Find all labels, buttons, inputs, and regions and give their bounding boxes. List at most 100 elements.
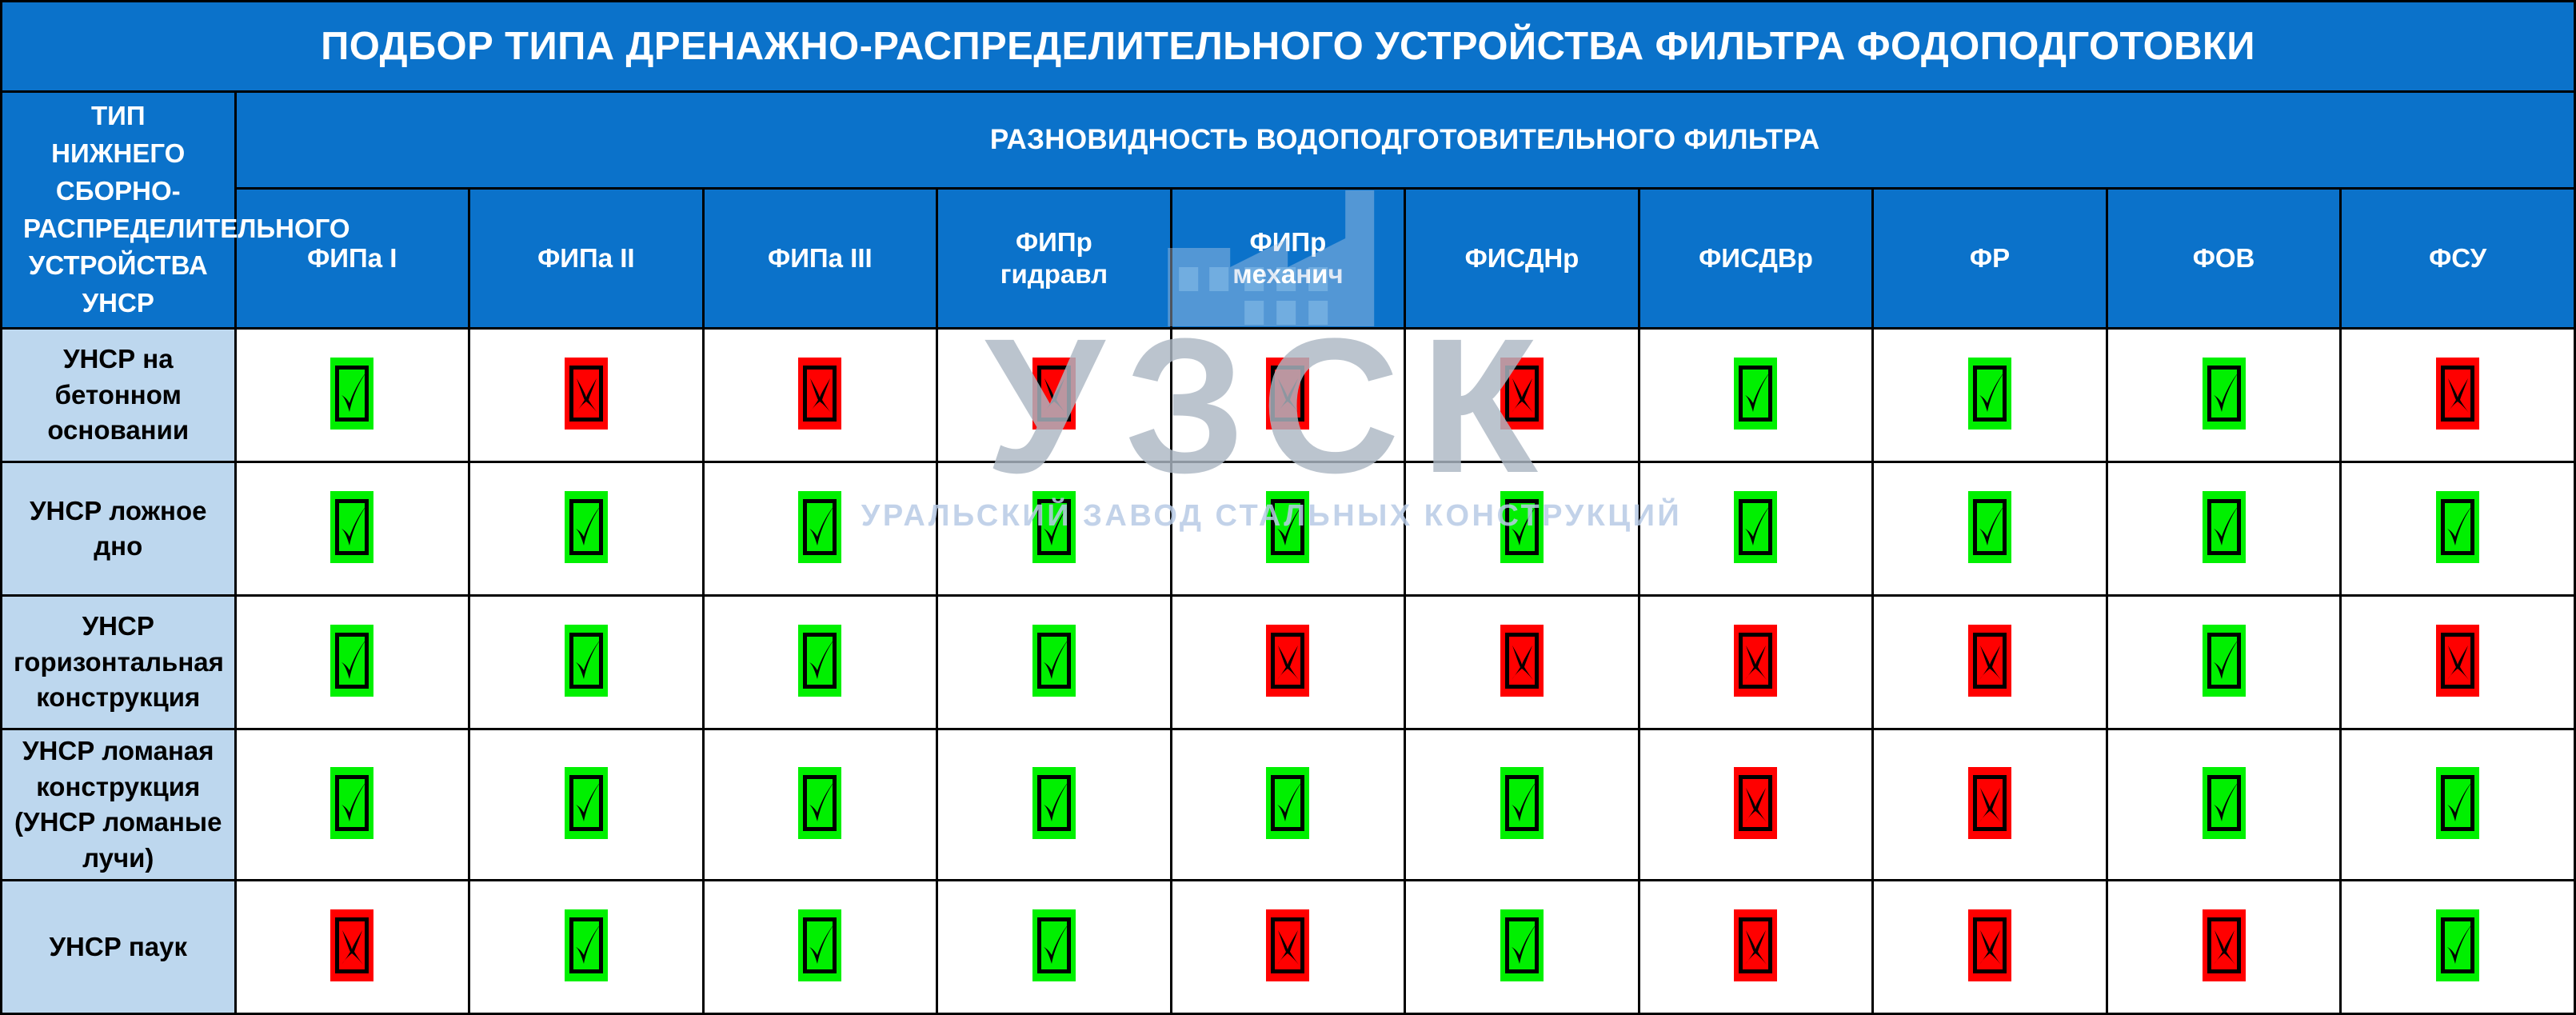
matrix-cell-r4-c5[interactable] bbox=[1169, 728, 1407, 882]
matrix-cell-r1-c1[interactable] bbox=[234, 327, 471, 464]
mark-glyph bbox=[1979, 645, 2002, 680]
matrix-cell-r5-c8[interactable] bbox=[1871, 879, 2108, 1015]
checkmark-icon bbox=[1266, 490, 1310, 563]
matrix-cell-r1-c3[interactable] bbox=[701, 327, 939, 464]
mark-box bbox=[1739, 498, 1773, 555]
mark-box bbox=[803, 917, 837, 973]
mark-glyph bbox=[2213, 370, 2239, 412]
mark-glyph bbox=[1043, 637, 1069, 679]
mark-box bbox=[2207, 632, 2241, 689]
matrix-cell-r5-c6[interactable] bbox=[1404, 879, 1640, 1015]
matrix-cell-r2-c6[interactable] bbox=[1404, 461, 1640, 597]
mark-glyph bbox=[575, 637, 601, 679]
matrix-cell-r4-c2[interactable] bbox=[468, 728, 705, 882]
matrix-cell-r3-c2[interactable] bbox=[468, 594, 705, 731]
matrix-cell-r4-c4[interactable] bbox=[936, 728, 1172, 882]
matrix-cell-r2-c1[interactable] bbox=[234, 461, 471, 597]
matrix-cell-r5-c1[interactable] bbox=[234, 879, 471, 1015]
column-header-fipa-2[interactable]: ФИПа II bbox=[468, 186, 705, 330]
row-label-3[interactable]: УНСР горизонтальная конструкция bbox=[0, 594, 237, 731]
column-header-fipa-3[interactable]: ФИПа III bbox=[701, 186, 939, 330]
matrix-cell-r4-c6[interactable] bbox=[1404, 728, 1640, 882]
matrix-cell-r3-c9[interactable] bbox=[2105, 594, 2342, 731]
matrix-cell-r5-c5[interactable] bbox=[1169, 879, 1407, 1015]
column-header-fov[interactable]: ФОВ bbox=[2105, 186, 2342, 330]
mark-box bbox=[803, 498, 837, 555]
matrix-cell-r3-c8[interactable] bbox=[1871, 594, 2108, 731]
row-label-line2: (УНСР ломаные лучи) bbox=[14, 807, 222, 873]
matrix-cell-r2-c5[interactable] bbox=[1169, 461, 1407, 597]
matrix-cell-r1-c6[interactable] bbox=[1404, 327, 1640, 464]
matrix-cell-r5-c10[interactable] bbox=[2339, 879, 2576, 1015]
matrix-cell-r1-c2[interactable] bbox=[468, 327, 705, 464]
mark-glyph bbox=[1511, 378, 1533, 413]
matrix-cell-r1-c9[interactable] bbox=[2105, 327, 2342, 464]
matrix-cell-r2-c7[interactable] bbox=[1637, 461, 1875, 597]
checkmark-icon bbox=[2436, 909, 2480, 981]
checkmark-icon bbox=[1500, 490, 1544, 563]
mark-box bbox=[1739, 774, 1773, 831]
matrix-cell-r5-c2[interactable] bbox=[468, 879, 705, 1015]
matrix-cell-r3-c3[interactable] bbox=[701, 594, 939, 731]
row-label-2[interactable]: УНСР ложное дно bbox=[0, 461, 237, 597]
table-row: УНСР ломаная конструкция (УНСР ломаные лу… bbox=[0, 728, 2576, 882]
mark-box bbox=[335, 774, 369, 831]
matrix-cell-r1-c5[interactable] bbox=[1169, 327, 1407, 464]
matrix-cell-r4-c7[interactable] bbox=[1637, 728, 1875, 882]
column-header-fipr-gidravl[interactable]: ФИПр гидравл bbox=[936, 186, 1172, 330]
cross-icon bbox=[1968, 909, 2012, 981]
mark-box bbox=[803, 365, 837, 422]
row-label-1[interactable]: УНСР на бетонном основании bbox=[0, 327, 237, 464]
column-header-fr[interactable]: ФР bbox=[1871, 186, 2108, 330]
matrix-cell-r2-c10[interactable] bbox=[2339, 461, 2576, 597]
matrix-cell-r3-c1[interactable] bbox=[234, 594, 471, 731]
matrix-cell-r1-c10[interactable] bbox=[2339, 327, 2576, 464]
column-header-fipr-mehanich[interactable]: ФИПр механич bbox=[1169, 186, 1407, 330]
checkmark-icon bbox=[2202, 624, 2246, 697]
column-header-line2: механич bbox=[1232, 259, 1344, 289]
row-label-line1: УНСР ложное дно bbox=[30, 495, 207, 561]
column-header-line1: ФИСДНр bbox=[1464, 242, 1580, 273]
matrix-cell-r4-c3[interactable] bbox=[701, 728, 939, 882]
column-header-fisdvr[interactable]: ФИСДВр bbox=[1637, 186, 1875, 330]
matrix-cell-r4-c1[interactable] bbox=[234, 728, 471, 882]
matrix-cell-r2-c9[interactable] bbox=[2105, 461, 2342, 597]
row-label-line1: УНСР паук bbox=[49, 932, 188, 962]
matrix-cell-r2-c2[interactable] bbox=[468, 461, 705, 597]
mark-glyph bbox=[1511, 922, 1537, 964]
matrix-cell-r2-c3[interactable] bbox=[701, 461, 939, 597]
matrix-cell-r5-c3[interactable] bbox=[701, 879, 939, 1015]
matrix-cell-r3-c10[interactable] bbox=[2339, 594, 2576, 731]
mark-box bbox=[1739, 365, 1773, 422]
matrix-cell-r2-c4[interactable] bbox=[936, 461, 1172, 597]
table-row: УНСР паук bbox=[0, 879, 2576, 1015]
matrix-cell-r2-c8[interactable] bbox=[1871, 461, 2108, 597]
matrix-cell-r1-c8[interactable] bbox=[1871, 327, 2108, 464]
matrix-cell-r1-c4[interactable] bbox=[936, 327, 1172, 464]
matrix-cell-r5-c4[interactable] bbox=[936, 879, 1172, 1015]
mark-box bbox=[1739, 632, 1773, 689]
matrix-cell-r4-c9[interactable] bbox=[2105, 728, 2342, 882]
cross-icon bbox=[798, 357, 842, 430]
column-header-fipa-1[interactable]: ФИПа I bbox=[234, 186, 471, 330]
mark-glyph bbox=[2447, 780, 2474, 821]
checkmark-icon bbox=[1500, 909, 1544, 981]
mark-glyph bbox=[341, 504, 368, 545]
cross-icon bbox=[1266, 624, 1310, 697]
matrix-cell-r1-c7[interactable] bbox=[1637, 327, 1875, 464]
matrix-cell-r3-c4[interactable] bbox=[936, 594, 1172, 731]
matrix-cell-r3-c5[interactable] bbox=[1169, 594, 1407, 731]
row-label-4[interactable]: УНСР ломаная конструкция (УНСР ломаные лу… bbox=[0, 728, 237, 882]
matrix-cell-r4-c8[interactable] bbox=[1871, 728, 2108, 882]
mark-glyph bbox=[341, 929, 364, 965]
matrix-cell-r5-c9[interactable] bbox=[2105, 879, 2342, 1015]
matrix-cell-r4-c10[interactable] bbox=[2339, 728, 2576, 882]
checkmark-icon bbox=[564, 909, 608, 981]
row-label-5[interactable]: УНСР паук bbox=[0, 879, 237, 1015]
column-header-fisdnr[interactable]: ФИСДНр bbox=[1404, 186, 1640, 330]
matrix-cell-r3-c7[interactable] bbox=[1637, 594, 1875, 731]
column-header-fsu[interactable]: ФСУ bbox=[2339, 186, 2576, 330]
matrix-cell-r5-c7[interactable] bbox=[1637, 879, 1875, 1015]
matrix-cell-r3-c6[interactable] bbox=[1404, 594, 1640, 731]
